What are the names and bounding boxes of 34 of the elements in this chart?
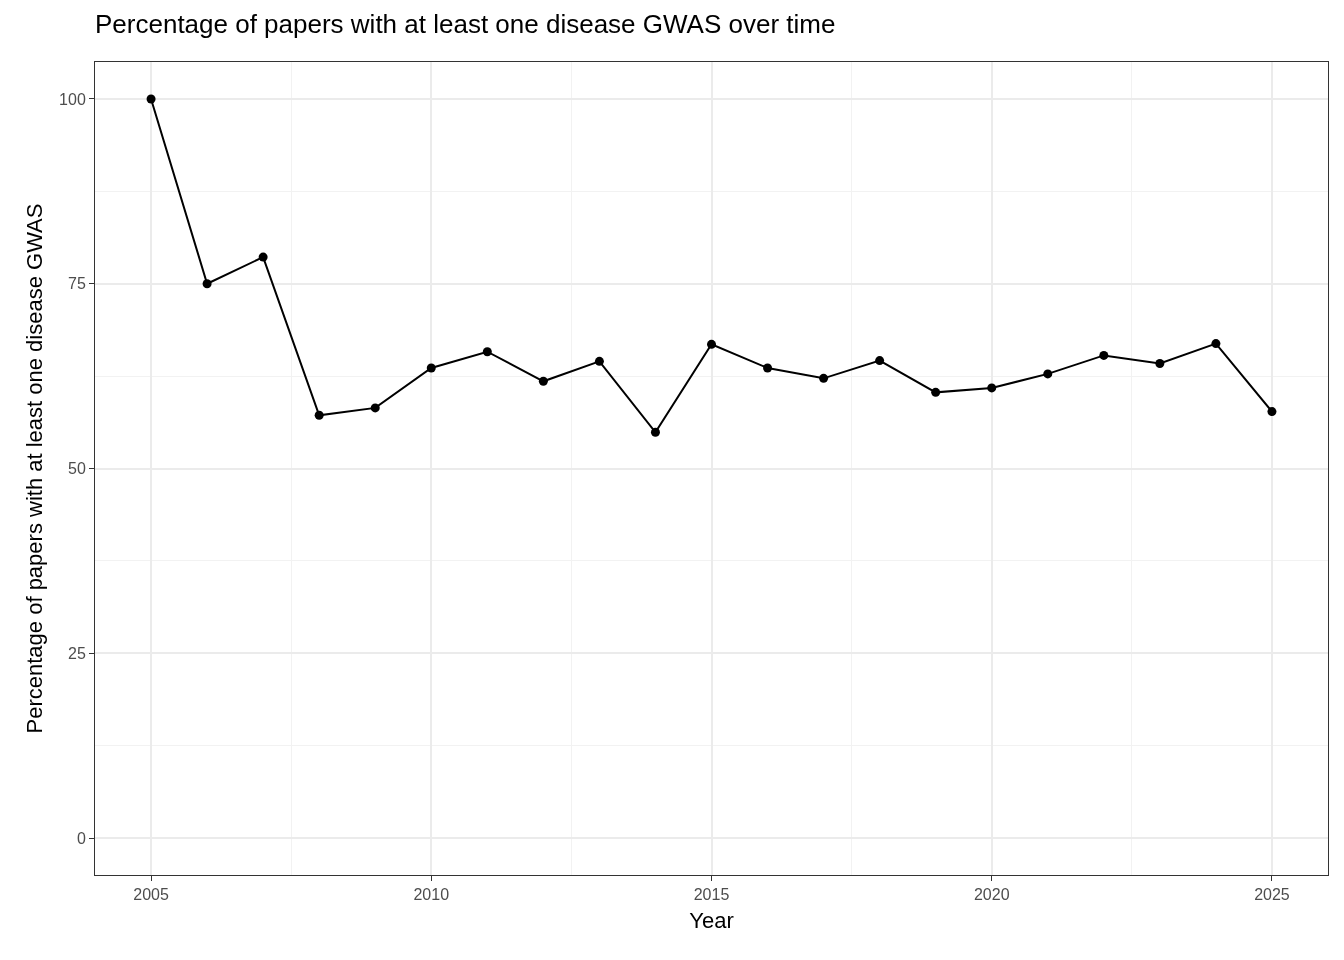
point bbox=[1267, 407, 1277, 417]
point bbox=[314, 410, 324, 420]
y-tick-label: 75 bbox=[68, 275, 86, 293]
x-axis-title: Year bbox=[689, 908, 734, 934]
point bbox=[202, 279, 212, 289]
point bbox=[650, 427, 660, 437]
point bbox=[370, 403, 380, 413]
y-tick-label: 25 bbox=[68, 644, 86, 662]
x-tick-label: 2020 bbox=[973, 886, 1010, 904]
x-tick-label: 2015 bbox=[693, 886, 730, 904]
y-tick-label: 100 bbox=[59, 90, 86, 108]
point bbox=[819, 373, 829, 383]
x-tick-label: 2005 bbox=[133, 886, 169, 904]
x-tick-label: 2025 bbox=[1254, 886, 1290, 904]
point bbox=[931, 387, 941, 397]
point bbox=[875, 356, 885, 366]
point bbox=[426, 363, 436, 373]
point bbox=[538, 376, 548, 386]
point bbox=[482, 347, 492, 357]
chart-title: Percentage of papers with at least one disease GWAS over time bbox=[95, 8, 836, 39]
point bbox=[1211, 339, 1221, 349]
y-axis-title: Percentage of papers with at least one disease GWAS bbox=[21, 203, 47, 734]
point bbox=[594, 356, 604, 366]
x-tick-label: 2010 bbox=[413, 886, 450, 904]
point bbox=[146, 94, 156, 104]
point bbox=[258, 252, 268, 262]
y-tick-label: 0 bbox=[76, 829, 86, 847]
point bbox=[987, 383, 997, 393]
point bbox=[763, 363, 773, 373]
point bbox=[1043, 369, 1053, 379]
point bbox=[1155, 359, 1165, 369]
y-tick-label: 50 bbox=[68, 460, 86, 478]
point bbox=[707, 339, 716, 349]
point bbox=[1099, 350, 1109, 360]
